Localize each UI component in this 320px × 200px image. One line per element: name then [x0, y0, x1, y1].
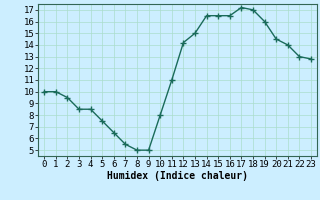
- X-axis label: Humidex (Indice chaleur): Humidex (Indice chaleur): [107, 171, 248, 181]
